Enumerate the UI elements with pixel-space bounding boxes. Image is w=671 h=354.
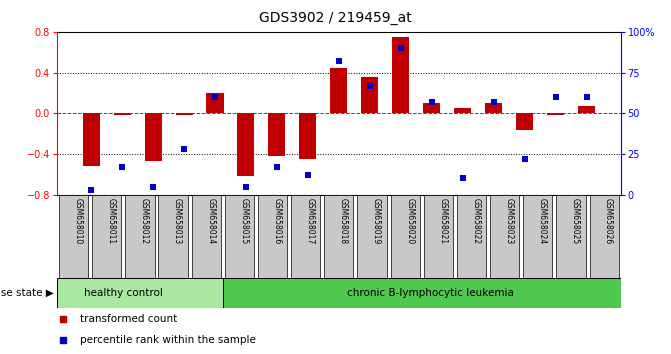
- Text: GSM658010: GSM658010: [74, 198, 83, 244]
- Bar: [490, 195, 519, 278]
- Bar: [556, 195, 586, 278]
- Bar: [523, 195, 552, 278]
- Point: [488, 99, 499, 105]
- Bar: [268, 113, 285, 156]
- Point: [178, 146, 189, 152]
- Point: [519, 156, 530, 162]
- Bar: [207, 93, 223, 113]
- Bar: [457, 195, 486, 278]
- Bar: [454, 108, 471, 113]
- Bar: [158, 195, 188, 278]
- Text: GSM658012: GSM658012: [140, 198, 149, 244]
- Text: GSM658015: GSM658015: [240, 198, 248, 244]
- Point: [209, 94, 220, 100]
- Bar: [361, 77, 378, 113]
- Bar: [393, 37, 409, 113]
- Bar: [485, 103, 502, 113]
- Point: [86, 187, 97, 193]
- Text: GDS3902 / 219459_at: GDS3902 / 219459_at: [259, 11, 412, 25]
- Bar: [547, 113, 564, 115]
- Bar: [113, 113, 131, 115]
- Point: [550, 94, 561, 100]
- Text: GSM658025: GSM658025: [571, 198, 580, 244]
- Text: GSM658023: GSM658023: [505, 198, 513, 244]
- Bar: [299, 113, 317, 159]
- Bar: [423, 103, 440, 113]
- Point: [241, 184, 252, 189]
- Bar: [516, 113, 533, 130]
- Bar: [578, 106, 595, 113]
- Text: GSM658024: GSM658024: [537, 198, 547, 244]
- Bar: [423, 195, 453, 278]
- Bar: [358, 195, 386, 278]
- Text: percentile rank within the sample: percentile rank within the sample: [80, 335, 256, 345]
- Bar: [192, 195, 221, 278]
- Bar: [391, 195, 420, 278]
- Text: GSM658014: GSM658014: [206, 198, 215, 244]
- Text: GSM658011: GSM658011: [107, 198, 116, 244]
- Text: disease state ▶: disease state ▶: [0, 288, 54, 298]
- Point: [395, 45, 406, 51]
- Bar: [144, 113, 162, 161]
- Bar: [238, 113, 254, 176]
- Point: [303, 172, 313, 178]
- Text: GSM658017: GSM658017: [306, 198, 315, 244]
- Bar: [83, 113, 100, 166]
- Point: [364, 83, 375, 88]
- Text: GSM658016: GSM658016: [272, 198, 282, 244]
- Text: transformed count: transformed count: [80, 314, 177, 324]
- Point: [117, 164, 127, 170]
- Bar: [59, 195, 88, 278]
- Text: chronic B-lymphocytic leukemia: chronic B-lymphocytic leukemia: [347, 288, 513, 298]
- Text: GSM658018: GSM658018: [339, 198, 348, 244]
- Text: healthy control: healthy control: [84, 288, 163, 298]
- Bar: [330, 69, 348, 113]
- Bar: [324, 195, 354, 278]
- Text: GSM658026: GSM658026: [604, 198, 613, 244]
- Point: [426, 99, 437, 105]
- Text: GSM658022: GSM658022: [472, 198, 480, 244]
- Text: GSM658020: GSM658020: [405, 198, 414, 244]
- Text: GSM658013: GSM658013: [173, 198, 182, 244]
- Bar: [223, 278, 637, 308]
- Bar: [225, 195, 254, 278]
- Point: [581, 94, 592, 100]
- Text: GSM658021: GSM658021: [438, 198, 448, 244]
- Bar: [92, 195, 121, 278]
- Point: [272, 164, 282, 170]
- Bar: [258, 195, 287, 278]
- Bar: [57, 278, 223, 308]
- Point: [458, 176, 468, 181]
- Bar: [176, 113, 193, 115]
- Bar: [291, 195, 320, 278]
- Text: GSM658019: GSM658019: [372, 198, 381, 244]
- Bar: [590, 195, 619, 278]
- Point: [333, 58, 344, 64]
- Point: [148, 184, 158, 189]
- Bar: [125, 195, 154, 278]
